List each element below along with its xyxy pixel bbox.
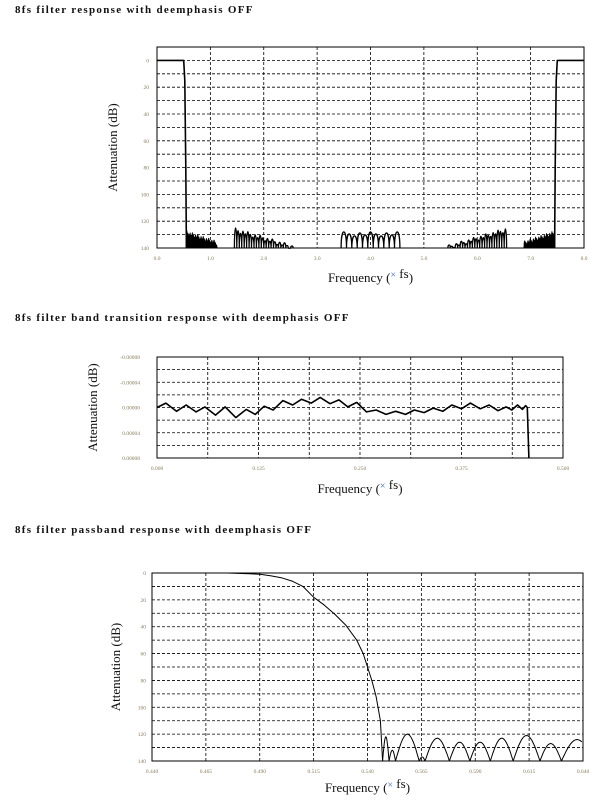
x-tick-label: 0.540 bbox=[361, 769, 374, 775]
x-axis-title-label: Frequency ( bbox=[317, 481, 379, 496]
x-tick-label: 1.0 bbox=[207, 256, 214, 262]
series-line-transition bbox=[227, 572, 384, 762]
y-tick-label: 100 bbox=[138, 705, 147, 711]
x-axis-title: Frequency (× fs) bbox=[317, 477, 402, 496]
stopband-lobe bbox=[395, 733, 420, 762]
x-axis-unit: fs bbox=[393, 776, 406, 791]
y-tick-label: 140 bbox=[138, 759, 147, 765]
x-tick-label: 0.250 bbox=[354, 466, 367, 472]
y-tick-label: 80 bbox=[144, 166, 150, 172]
x-tick-label: 0.440 bbox=[146, 769, 159, 775]
chart-2-title: 8fs filter band transition response with… bbox=[15, 312, 350, 324]
y-tick-label: 40 bbox=[141, 625, 147, 631]
stopband-lobe bbox=[489, 737, 514, 762]
y-tick-label: 100 bbox=[141, 192, 150, 198]
x-tick-label: 0.590 bbox=[469, 769, 482, 775]
x-tick-label: 0.515 bbox=[307, 769, 320, 775]
stopband-lobe bbox=[539, 742, 562, 762]
x-tick-label: 0.640 bbox=[577, 769, 590, 775]
chart-1-title: 8fs filter response with deemphasis OFF bbox=[15, 4, 254, 16]
x-tick-label: 3.0 bbox=[314, 256, 321, 262]
y-tick-label: 60 bbox=[141, 652, 147, 658]
x-axis-title-label: Frequency ( bbox=[328, 270, 390, 285]
x-axis-unit: fs bbox=[386, 477, 399, 492]
y-tick-label: 0.00000 bbox=[122, 406, 140, 412]
x-tick-label: 0.465 bbox=[200, 769, 213, 775]
series-line-passband-low bbox=[157, 59, 188, 249]
plot-frame bbox=[151, 572, 584, 762]
stopband-lobe bbox=[382, 736, 390, 762]
x-axis-unit-symbol: × bbox=[390, 270, 396, 281]
y-tick-label: 0.00004 bbox=[122, 431, 140, 437]
y-tick-label: -0.00004 bbox=[120, 380, 140, 386]
x-tick-label: 5.0 bbox=[420, 256, 427, 262]
chart-1: 0 20 40 60 80 100 120 140 0.0 1.0 2.0 3.0 4.0 5.0 6.0 7… bbox=[105, 46, 588, 285]
stopband-lobe-group bbox=[523, 231, 556, 249]
stopband-lobe bbox=[469, 741, 491, 762]
y-axis-title: Attenuation (dB) bbox=[85, 363, 100, 451]
stopband-lobe-group bbox=[185, 230, 218, 249]
stopband-lobe bbox=[418, 756, 426, 762]
x-axis-paren: ) bbox=[406, 780, 410, 795]
stopband-lobe bbox=[388, 749, 396, 762]
x-tick-label: 0.000 bbox=[151, 466, 164, 472]
chart-3-title: 8fs filter passband response with deemph… bbox=[15, 524, 313, 536]
x-tick-label: 6.0 bbox=[474, 256, 481, 262]
stopband-lobe bbox=[512, 734, 541, 762]
y-tick-label: -0.00008 bbox=[120, 355, 140, 361]
x-axis-unit-symbol: × bbox=[380, 481, 386, 492]
x-tick-label: 7.0 bbox=[527, 256, 534, 262]
stopband-lobe bbox=[448, 741, 471, 762]
stopband-lobe bbox=[561, 738, 583, 762]
chart-3: 0 20 40 60 80 100 120 140 0.440 0.465 0.490 0.515 0.… bbox=[108, 571, 589, 795]
x-axis-unit-symbol: × bbox=[387, 780, 393, 791]
chart-2: -0.00008 -0.00004 0.00000 0.00004 0.00008 0.0… bbox=[85, 355, 569, 496]
series-line-passband-high bbox=[553, 59, 584, 249]
x-tick-label: 4.0 bbox=[367, 256, 374, 262]
y-tick-label: 80 bbox=[141, 678, 147, 684]
x-tick-label: 0.615 bbox=[523, 769, 536, 775]
x-tick-label: 0.375 bbox=[455, 466, 468, 472]
y-tick-label: 20 bbox=[141, 598, 147, 604]
x-tick-label: 8.0 bbox=[581, 256, 588, 262]
x-tick-label: 0.500 bbox=[557, 466, 570, 472]
series-line-ripple bbox=[156, 396, 530, 459]
y-tick-label: 20 bbox=[144, 85, 150, 91]
y-tick-label: 0.00008 bbox=[122, 456, 140, 462]
stopband-lobe bbox=[424, 737, 450, 762]
y-axis-title: Attenuation (dB) bbox=[105, 103, 120, 191]
y-tick-label: 0 bbox=[146, 58, 149, 64]
y-tick-label: 120 bbox=[138, 732, 147, 738]
y-axis-title: Attenuation (dB) bbox=[108, 623, 123, 711]
x-axis-unit: fs bbox=[396, 266, 409, 281]
y-tick-label: 60 bbox=[144, 139, 150, 145]
plot-frame bbox=[156, 46, 585, 249]
y-tick-label: 0 bbox=[143, 571, 146, 577]
x-tick-label: 2.0 bbox=[260, 256, 267, 262]
x-tick-label: 0.0 bbox=[154, 256, 161, 262]
x-axis-title-label: Frequency ( bbox=[325, 780, 387, 795]
y-tick-label: 140 bbox=[141, 246, 150, 252]
stopband-lobe-group bbox=[340, 231, 401, 249]
x-axis-paren: ) bbox=[409, 270, 413, 285]
x-tick-label: 0.565 bbox=[415, 769, 428, 775]
x-tick-label: 0.490 bbox=[254, 769, 267, 775]
y-tick-label: 40 bbox=[144, 112, 150, 118]
y-tick-label: 120 bbox=[141, 219, 150, 225]
stopband-lobe-group bbox=[233, 227, 294, 249]
x-axis-title: Frequency (× fs) bbox=[328, 266, 413, 285]
x-axis-paren: ) bbox=[398, 481, 402, 496]
stopband-lobe-group bbox=[447, 228, 508, 249]
x-axis-title: Frequency (× fs) bbox=[325, 776, 410, 795]
x-tick-label: 0.125 bbox=[252, 466, 265, 472]
